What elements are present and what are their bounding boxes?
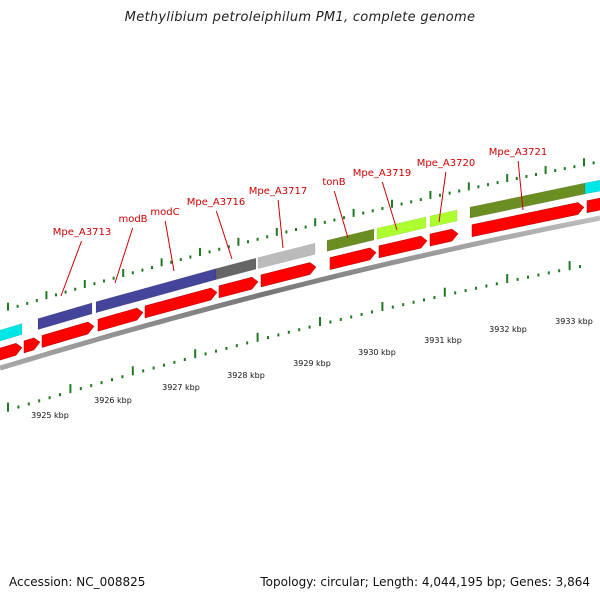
gene-label-leader bbox=[381, 181, 398, 231]
cds-arrow bbox=[429, 228, 459, 247]
gene-label-leader bbox=[114, 227, 134, 284]
cds-arrow bbox=[586, 197, 600, 214]
cog-bar-cyan-right bbox=[584, 179, 600, 195]
accession-text: Accession: NC_008825 bbox=[9, 575, 146, 589]
cds-arrow bbox=[0, 343, 23, 361]
cds-arrow bbox=[378, 235, 428, 259]
scale-label: 3931 kbp bbox=[424, 336, 462, 345]
gene-label-leaders bbox=[60, 160, 524, 297]
cds-arrow bbox=[218, 276, 259, 299]
gene-label: Mpe_A3720 bbox=[417, 158, 475, 169]
genome-backbone bbox=[0, 215, 600, 371]
scale-label: 3925 kbp bbox=[31, 411, 69, 420]
genome-stats-text: Topology: circular; Length: 4,044,195 bp… bbox=[260, 575, 590, 589]
cog-bar-mpe-a3720 bbox=[429, 209, 458, 228]
map-title: Methylibium petroleiphilum PM1, complete… bbox=[124, 10, 476, 25]
cog-bar-mpe-a3713 bbox=[37, 302, 93, 331]
cog-bar-mpe-a3716 bbox=[215, 257, 257, 280]
scale-label: 3933 kbp bbox=[555, 317, 593, 326]
scale-label-layer: 3925 kbp 3926 kbp 3927 kbp 3928 kbp 3929 kbp… bbox=[31, 317, 593, 420]
cds-arrow-track bbox=[0, 197, 600, 361]
gene-label: Mpe_A3721 bbox=[489, 147, 547, 158]
cog-bar-mpe-a3719 bbox=[376, 216, 427, 240]
gene-label: Mpe_A3719 bbox=[353, 168, 411, 179]
gene-label-leader bbox=[438, 171, 447, 223]
gene-label: modB bbox=[118, 214, 147, 225]
cog-bar-tonb bbox=[326, 228, 375, 252]
cog-bar-cyan bbox=[0, 323, 23, 342]
scale-label: 3930 kbp bbox=[358, 348, 396, 357]
gc-tick-track-inner bbox=[7, 261, 581, 412]
cds-arrow bbox=[41, 321, 95, 348]
cds-arrow bbox=[97, 307, 144, 332]
gc-tick-track-outer bbox=[7, 158, 595, 311]
scale-label: 3927 kbp bbox=[162, 383, 200, 392]
gene-label-leader bbox=[333, 190, 349, 239]
cog-feature-track bbox=[0, 179, 600, 342]
gene-label-leader bbox=[215, 210, 233, 260]
gene-label-leader bbox=[277, 199, 284, 249]
cds-arrow bbox=[260, 262, 317, 288]
cds-arrow bbox=[144, 287, 218, 319]
backbone-line bbox=[0, 215, 600, 371]
cds-arrow bbox=[23, 337, 41, 354]
scale-label: 3928 kbp bbox=[227, 371, 265, 380]
scale-label: 3932 kbp bbox=[489, 325, 527, 334]
gene-label: Mpe_A3713 bbox=[53, 227, 111, 238]
gene-label: modC bbox=[150, 207, 179, 218]
scale-label: 3926 kbp bbox=[94, 396, 132, 405]
gene-label: Mpe_A3716 bbox=[187, 197, 245, 208]
cds-arrow bbox=[471, 202, 585, 238]
scale-label: 3929 kbp bbox=[293, 359, 331, 368]
gene-label: tonB bbox=[322, 177, 345, 188]
cds-arrow bbox=[329, 247, 377, 270]
gene-label: Mpe_A3717 bbox=[249, 186, 307, 197]
cog-bar-mpe-a3717 bbox=[257, 242, 316, 269]
gene-label-leader bbox=[60, 240, 83, 297]
gene-label-leader bbox=[164, 220, 175, 272]
gene-label-leader bbox=[517, 160, 524, 211]
